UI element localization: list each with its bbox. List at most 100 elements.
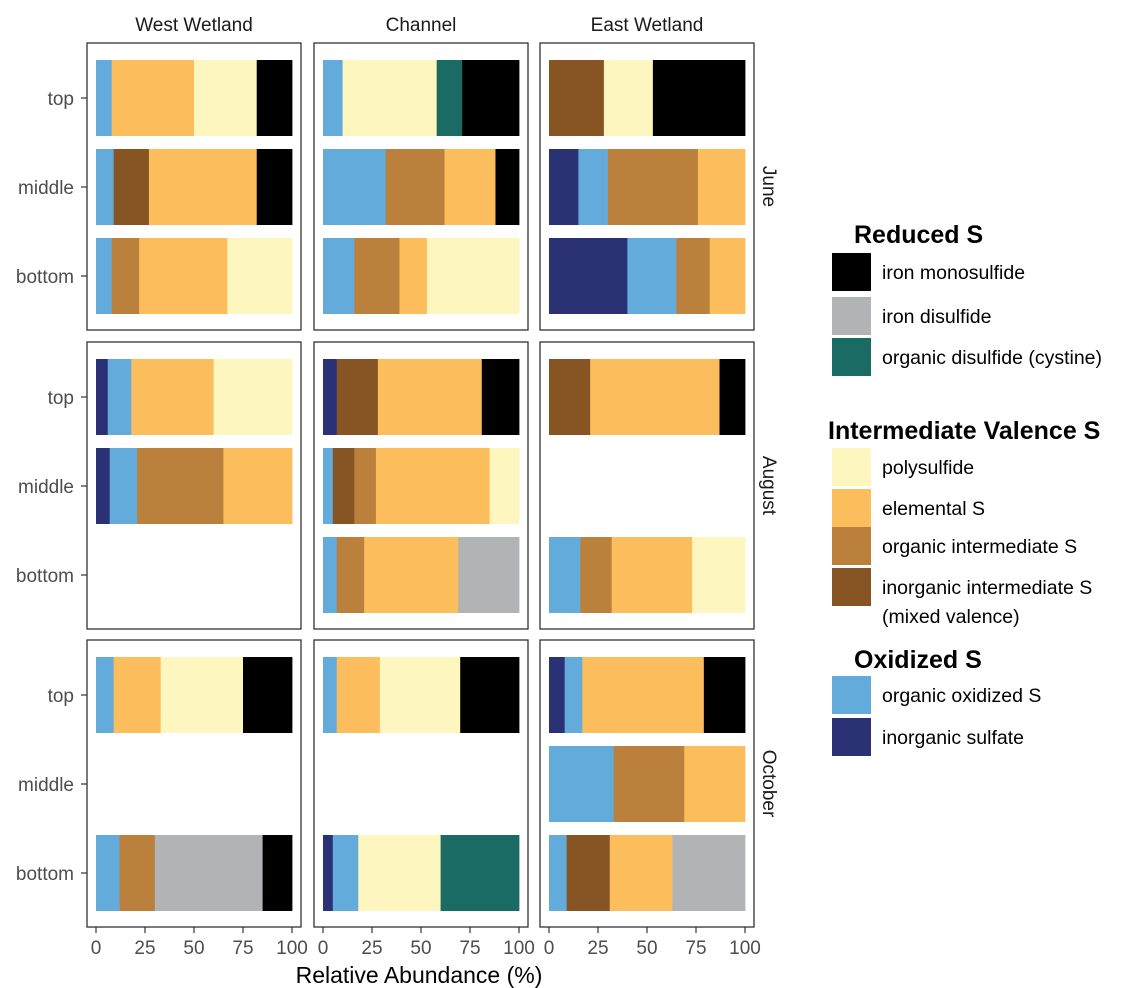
bar-segment-channel-august-bottom-organic-intermediate <box>336 537 365 613</box>
bar-segment-channel-august-top-iron-monosulfide <box>481 359 520 435</box>
panel-east-wetland-june <box>539 42 755 331</box>
bar-segment-east-wetland-october-middle-organic-oxidized <box>549 746 615 822</box>
legend-label-inorganic-intermediate: inorganic intermediate S <box>882 577 1092 599</box>
legend-label-elemental-s: elemental S <box>882 498 985 520</box>
bar-segment-channel-october-top-organic-oxidized <box>323 657 338 733</box>
x-axes: 0 25 50 75 100 0 25 50 75 100 0 25 50 75 100 <box>91 927 761 959</box>
strip-label-august: August <box>758 456 779 516</box>
x-tick-label-west-wetland-75: 75 <box>232 938 253 959</box>
legend: Reduced S iron monosulfide iron disulfide o… <box>828 221 1102 756</box>
x-axis-title: Relative Abundance (%) <box>296 962 543 988</box>
legend-swatch-iron-disulfide <box>832 297 871 335</box>
bar-segment-west-wetland-august-top-polysulfide <box>213 359 293 435</box>
bar-segment-channel-june-bottom-organic-intermediate <box>354 238 400 314</box>
bar-segment-east-wetland-june-top-iron-monosulfide <box>652 60 746 136</box>
bar-segment-west-wetland-october-bottom-iron-disulfide <box>154 835 263 911</box>
bar-segment-channel-june-bottom-polysulfide <box>426 238 520 314</box>
legend-label-iron-disulfide: iron disulfide <box>882 306 991 328</box>
y-tick-label-october-top: top <box>48 686 74 707</box>
x-tick-label-channel-50: 50 <box>410 938 431 959</box>
strip-label-october: October <box>758 750 779 818</box>
legend-label-organic-disulfide: organic disulfide (cystine) <box>882 347 1102 369</box>
x-tick-label-east-wetland-100: 100 <box>729 938 761 959</box>
panel-channel-june <box>313 42 529 331</box>
x-tick-label-west-wetland-100: 100 <box>276 938 308 959</box>
panel-east-wetland-october <box>539 639 755 928</box>
y-tick-label-august-bottom: bottom <box>16 566 74 587</box>
bar-segment-east-wetland-august-top-iron-monosulfide <box>719 359 746 435</box>
x-tick-label-channel-25: 25 <box>361 938 382 959</box>
bar-segment-channel-june-bottom-elemental-s <box>399 238 428 314</box>
x-tick-label-west-wetland-0: 0 <box>91 938 102 959</box>
bar-segment-west-wetland-june-top-organic-oxidized <box>96 60 113 136</box>
bar-segment-west-wetland-june-top-elemental-s <box>111 60 195 136</box>
bar-segment-channel-august-middle-polysulfide <box>489 448 520 524</box>
legend-title-oxidized-s: Oxidized S <box>854 646 982 674</box>
legend-swatch-polysulfide <box>832 448 871 486</box>
legend-swatch-inorganic-sulfate <box>832 718 871 756</box>
y-tick-label-june-middle: middle <box>18 178 74 199</box>
x-tick-label-channel-0: 0 <box>318 938 329 959</box>
bar-segment-channel-august-top-elemental-s <box>377 359 483 435</box>
bar-segment-channel-august-middle-organic-oxidized <box>323 448 334 524</box>
bar-segment-west-wetland-august-top-organic-oxidized <box>107 359 132 435</box>
legend-title-reduced-s: Reduced S <box>854 221 983 249</box>
bar-segment-west-wetland-october-top-polysulfide <box>160 657 244 733</box>
x-tick-label-west-wetland-25: 25 <box>134 938 155 959</box>
bar-segment-west-wetland-june-top-iron-monosulfide <box>256 60 293 136</box>
bar-segment-east-wetland-october-top-elemental-s <box>582 657 705 733</box>
bar-segment-west-wetland-august-middle-organic-intermediate <box>137 448 224 524</box>
bar-segment-east-wetland-october-bottom-iron-disulfide <box>672 835 746 911</box>
bar-segment-west-wetland-june-middle-inorganic-intermediate <box>113 149 150 225</box>
bar-segment-east-wetland-october-bottom-organic-oxidized <box>549 835 568 911</box>
y-tick-label-june-top: top <box>48 89 74 110</box>
bar-segment-channel-october-bottom-organic-disulfide <box>440 835 520 911</box>
panel-border-east-wetland-june <box>539 42 755 331</box>
bar-segment-east-wetland-october-middle-organic-intermediate <box>613 746 685 822</box>
panel-border-channel-august <box>313 341 529 630</box>
bar-segment-west-wetland-august-middle-organic-oxidized <box>109 448 138 524</box>
bar-segment-channel-june-bottom-organic-oxidized <box>323 238 355 314</box>
bar-segment-east-wetland-august-bottom-organic-oxidized <box>549 537 581 613</box>
panel-border-channel-june <box>313 42 529 331</box>
x-tick-label-east-wetland-50: 50 <box>636 938 657 959</box>
bar-segment-channel-october-top-iron-monosulfide <box>460 657 520 733</box>
bar-segment-east-wetland-june-bottom-organic-oxidized <box>627 238 677 314</box>
legend-label-polysulfide: polysulfide <box>882 457 974 479</box>
legend-title-intermediate-valence-s: Intermediate Valence S <box>828 417 1100 445</box>
strip-label-west-wetland: West Wetland <box>135 15 253 36</box>
bar-segment-west-wetland-august-top-elemental-s <box>131 359 214 435</box>
bar-segment-east-wetland-june-bottom-elemental-s <box>709 238 746 314</box>
y-tick-label-june-bottom: bottom <box>16 267 74 288</box>
bar-segment-channel-august-middle-organic-intermediate <box>354 448 377 524</box>
legend-swatch-inorganic-intermediate <box>832 568 871 606</box>
bar-segment-east-wetland-june-top-inorganic-intermediate <box>549 60 605 136</box>
strip-label-channel: Channel <box>386 15 457 36</box>
bar-segment-channel-august-bottom-elemental-s <box>364 537 459 613</box>
legend-swatch-organic-oxidized <box>832 676 871 714</box>
y-tick-label-october-bottom: bottom <box>16 864 74 885</box>
bar-segment-east-wetland-august-bottom-elemental-s <box>611 537 693 613</box>
bar-segment-channel-june-top-iron-monosulfide <box>462 60 520 136</box>
bar-segment-west-wetland-june-top-polysulfide <box>194 60 258 136</box>
legend-label-organic-intermediate: organic intermediate S <box>882 536 1077 558</box>
bar-segment-west-wetland-june-bottom-organic-intermediate <box>111 238 140 314</box>
y-tick-label-october-middle: middle <box>18 775 74 796</box>
bar-segment-channel-june-middle-iron-monosulfide <box>495 149 520 225</box>
bar-segment-east-wetland-june-bottom-organic-intermediate <box>676 238 711 314</box>
bar-segment-west-wetland-june-middle-organic-oxidized <box>96 149 115 225</box>
bar-segment-east-wetland-october-top-iron-monosulfide <box>703 657 746 733</box>
facet-strips: West Wetland Channel East Wetland June Augus… <box>135 15 779 818</box>
y-tick-label-august-middle: middle <box>18 477 74 498</box>
bar-segment-channel-october-top-polysulfide <box>379 657 461 733</box>
x-tick-label-channel-100: 100 <box>503 938 535 959</box>
bar-segment-east-wetland-october-bottom-inorganic-intermediate <box>566 835 611 911</box>
bar-segment-channel-june-middle-organic-intermediate <box>385 149 445 225</box>
bar-segment-east-wetland-june-top-polysulfide <box>603 60 654 136</box>
panel-channel-october <box>313 639 529 928</box>
bar-segment-east-wetland-october-bottom-elemental-s <box>609 835 673 911</box>
panel-west-wetland-june <box>86 42 302 331</box>
bar-segment-west-wetland-june-bottom-polysulfide <box>227 238 293 314</box>
bar-segment-west-wetland-october-top-organic-oxidized <box>96 657 115 733</box>
